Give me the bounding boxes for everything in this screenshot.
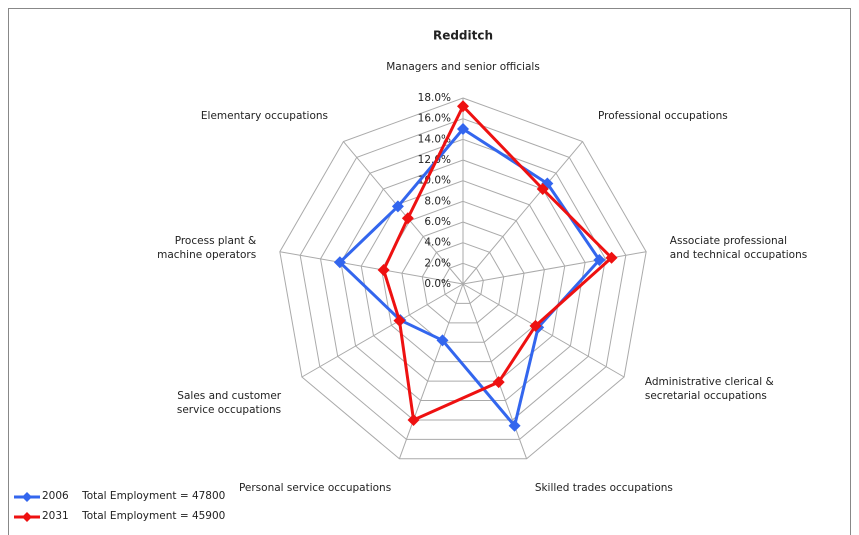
r-tick-label: 16.0%	[418, 113, 451, 125]
grid-ring	[401, 221, 525, 343]
marker	[407, 413, 420, 426]
chart-border	[8, 8, 851, 535]
marker	[508, 419, 521, 432]
grid-ring	[340, 159, 586, 402]
category-label: Managers and senior officials	[386, 61, 540, 73]
category-label: Elementary occupations	[200, 110, 328, 123]
r-tick-label: 6.0%	[424, 216, 451, 228]
marker	[401, 212, 414, 225]
category-label: Process plant & machine operators	[157, 234, 257, 261]
spoke	[398, 283, 464, 459]
r-tick-label: 12.0%	[418, 154, 451, 166]
series-line	[382, 104, 614, 422]
r-tick-label: 8.0%	[424, 195, 451, 207]
category-label: Professional occupations	[597, 110, 728, 123]
r-tick-label: 0.0%	[424, 278, 451, 290]
marker	[391, 200, 404, 213]
r-tick-label: 14.0%	[418, 133, 451, 145]
spoke	[462, 283, 625, 378]
category-label: Sales and customer service occupations	[176, 390, 282, 416]
marker	[393, 314, 406, 327]
chart-title: Redditch	[433, 29, 493, 43]
grid-ring	[360, 180, 566, 382]
marker	[536, 183, 549, 196]
marker	[492, 376, 505, 389]
legend-marker	[22, 492, 32, 502]
grid-ring	[320, 138, 606, 421]
grid-ring	[421, 242, 505, 324]
legend-label: 2006 Total Employment = 47800	[42, 490, 226, 502]
grid-ring	[299, 118, 627, 440]
marker	[457, 100, 469, 113]
spoke	[462, 251, 647, 285]
marker	[529, 319, 542, 332]
marker	[605, 251, 618, 264]
r-tick-label: 2.0%	[424, 257, 451, 269]
marker	[377, 264, 390, 277]
marker	[593, 253, 606, 266]
r-tick-label: 18.0%	[418, 92, 451, 104]
spoke	[343, 141, 464, 285]
marker	[436, 334, 449, 347]
grid-ring	[442, 262, 484, 304]
legend-marker	[22, 512, 32, 522]
grid-ring	[279, 97, 647, 460]
r-tick-label: 4.0%	[424, 237, 451, 249]
category-label: Administrative clerical & secretarial oc…	[644, 376, 774, 402]
marker	[457, 123, 469, 135]
spoke	[301, 283, 464, 378]
spoke	[279, 251, 464, 285]
legend-label: 2031 Total Employment = 45900	[42, 510, 226, 522]
category-label: Associate professional and technical occ…	[669, 234, 808, 261]
marker	[333, 256, 346, 269]
category-label: Skilled trades occupations	[534, 482, 673, 495]
category-label: Personal service occupations	[238, 482, 392, 495]
spoke	[462, 141, 583, 285]
